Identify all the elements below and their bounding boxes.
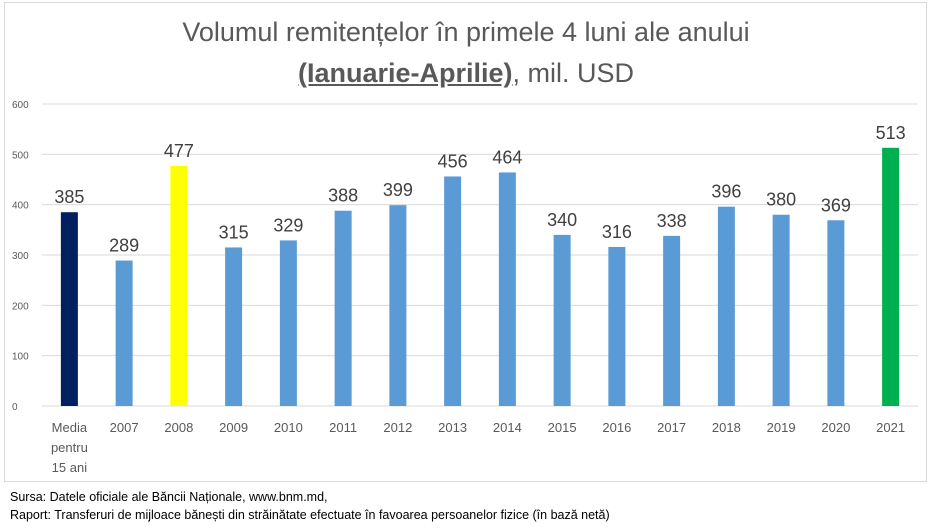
x-tick-label: 2019 (767, 420, 796, 435)
data-label: 513 (876, 123, 906, 143)
x-tick-label: 2007 (110, 420, 139, 435)
x-tick-label: 2018 (712, 420, 741, 435)
y-tick-label: 0 (12, 402, 18, 413)
bar (717, 206, 735, 406)
data-label: 399 (383, 180, 413, 200)
bar (279, 240, 297, 406)
y-tick-label: 500 (12, 150, 29, 161)
x-tick-label: 2011 (329, 420, 357, 435)
x-tick-label: 2017 (657, 420, 686, 435)
x-tick-label: 2015 (548, 420, 577, 435)
report-note: Raport: Transferuri de mijloace bănești … (10, 508, 610, 522)
bar (444, 176, 462, 406)
data-label: 388 (328, 186, 358, 206)
chart-frame (4, 2, 927, 482)
data-label: 456 (438, 151, 468, 171)
bar (608, 246, 626, 406)
bar (115, 260, 133, 406)
bar (225, 247, 243, 406)
bar (827, 220, 845, 406)
data-label: 477 (164, 141, 194, 161)
data-label: 315 (219, 222, 249, 242)
data-label: 396 (711, 182, 741, 202)
data-label: 380 (766, 190, 796, 210)
bar (170, 165, 188, 406)
x-tick-label: 2010 (274, 420, 303, 435)
bar (334, 210, 352, 406)
bar (772, 214, 790, 406)
x-tick-label: 2020 (821, 420, 850, 435)
bar (498, 172, 516, 406)
data-label: 329 (273, 215, 303, 235)
title-period: (Ianuarie-Aprilie) (297, 58, 513, 88)
title-line-1: Volumul remitențelor în primele 4 luni a… (182, 17, 750, 47)
source-note: Sursa: Datele oficiale ale Băncii Națion… (10, 490, 328, 504)
x-tick-label: Media pentru 15 ani (51, 420, 88, 475)
y-tick-label: 200 (12, 301, 29, 312)
y-tick-label: 600 (12, 100, 29, 111)
data-label: 464 (492, 147, 522, 167)
bar (663, 235, 681, 406)
data-label: 385 (54, 187, 84, 207)
y-tick-label: 100 (12, 352, 29, 363)
data-label: 316 (602, 222, 632, 242)
x-tick-label: 2012 (383, 420, 412, 435)
data-label: 338 (657, 211, 687, 231)
x-tick-label: 2008 (164, 420, 193, 435)
data-label: 289 (109, 236, 139, 256)
data-label: 340 (547, 210, 577, 230)
y-tick-label: 300 (12, 251, 29, 262)
x-tick-label: 2021 (876, 420, 905, 435)
title-unit: , mil. USD (512, 58, 635, 88)
x-tick-label: 2016 (602, 420, 631, 435)
bar (389, 205, 407, 406)
bar (882, 147, 900, 407)
x-tick-label: 2014 (493, 420, 522, 435)
bar (60, 212, 78, 406)
data-label: 369 (821, 195, 851, 215)
x-tick-label: 2009 (219, 420, 248, 435)
bar (553, 234, 571, 406)
chart-title: Volumul remitențelor în primele 4 luni a… (0, 12, 932, 94)
y-tick-label: 400 (12, 201, 29, 212)
title-line-2: (Ianuarie-Aprilie), mil. USD (0, 53, 932, 94)
x-tick-label: 2013 (438, 420, 467, 435)
